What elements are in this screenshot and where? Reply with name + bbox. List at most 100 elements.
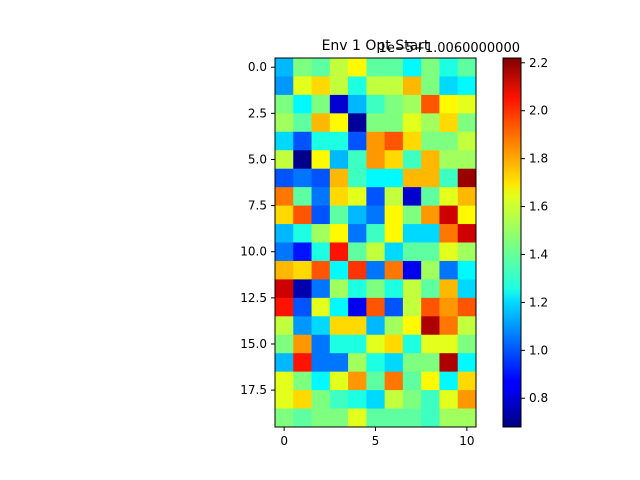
heatmap-cell: [402, 316, 422, 336]
heatmap-cell: [439, 58, 459, 77]
heatmap-cell: [348, 168, 367, 188]
y-tick-label: 7.5: [248, 199, 267, 213]
heatmap-cell: [402, 334, 422, 354]
heatmap-cell: [329, 316, 349, 336]
heatmap-cell: [384, 408, 404, 428]
heatmap-cell: [439, 168, 459, 188]
heatmap-cell: [275, 94, 294, 114]
heatmap-cell: [421, 58, 440, 77]
heatmap-cell: [293, 187, 312, 206]
heatmap-cell: [457, 334, 477, 354]
heatmap-cell: [293, 371, 312, 391]
heatmap-cell: [275, 316, 294, 336]
heatmap-cell: [275, 205, 294, 225]
y-tick-label: 10.0: [240, 245, 267, 259]
heatmap-cell: [366, 58, 386, 77]
heatmap-cell: [457, 113, 477, 133]
heatmap-cell: [421, 279, 440, 299]
heatmap-cell: [311, 390, 331, 409]
heatmap-cell: [366, 390, 386, 409]
heatmap-cell: [402, 242, 422, 262]
heatmap-cell: [366, 260, 386, 280]
heatmap-cell: [457, 76, 477, 96]
heatmap-cell: [384, 353, 404, 373]
heatmap-cell: [293, 58, 312, 77]
heatmap-cell: [348, 408, 367, 428]
heatmap-cell: [457, 187, 477, 206]
y-tick-label: 2.5: [248, 106, 267, 120]
heatmap-cell: [402, 205, 422, 225]
colorbar-tick-label: 2.0: [529, 104, 548, 118]
x-axis-ticks: 0 5 10: [280, 427, 475, 448]
heatmap-cell: [366, 334, 386, 354]
heatmap-cell: [421, 408, 440, 428]
heatmap-cell: [439, 334, 459, 354]
heatmap-cell: [329, 224, 349, 243]
heatmap-cell: [293, 390, 312, 409]
heatmap-cell: [329, 150, 349, 170]
heatmap-cell: [421, 390, 440, 409]
y-tick-label: 17.5: [240, 383, 267, 397]
heatmap-cell: [275, 390, 294, 409]
heatmap-cell: [311, 279, 331, 299]
heatmap-cell: [421, 131, 440, 151]
heatmap-cell: [311, 76, 331, 96]
heatmap-cell: [293, 297, 312, 317]
heatmap-cell: [275, 371, 294, 391]
heatmap-cell: [384, 150, 404, 170]
heatmap-cell: [384, 58, 404, 77]
heatmap-cell: [457, 242, 477, 262]
heatmap-cell: [311, 205, 331, 225]
heatmap-cell: [402, 187, 422, 206]
heatmap-cell: [329, 334, 349, 354]
heatmap-cell: [439, 408, 459, 428]
heatmap-cell: [439, 76, 459, 96]
heatmap-cell: [329, 94, 349, 114]
heatmap-cell: [311, 334, 331, 354]
heatmap-cell: [439, 242, 459, 262]
heatmap-cell: [402, 371, 422, 391]
heatmap-cell: [384, 224, 404, 243]
heatmap-cell: [366, 131, 386, 151]
x-tick-label: 0: [280, 434, 288, 448]
heatmap-cell: [329, 242, 349, 262]
colorbar-tick-label: 1.2: [529, 295, 548, 309]
heatmap-cell: [457, 279, 477, 299]
colorbar-tick-label: 0.8: [529, 391, 548, 405]
colorbar-tick-label: 1.4: [529, 247, 548, 261]
heatmap-cell: [439, 224, 459, 243]
heatmap-cell: [384, 205, 404, 225]
heatmap-cell: [293, 168, 312, 188]
heatmap-cell: [293, 316, 312, 336]
heatmap-cell: [311, 224, 331, 243]
heatmap-cell: [293, 150, 312, 170]
heatmap-cell: [366, 168, 386, 188]
heatmap-cell: [348, 58, 367, 77]
heatmap-cell: [421, 168, 440, 188]
heatmap-cell: [329, 371, 349, 391]
heatmap-cell: [275, 279, 294, 299]
colorbar-tick-label: 1.6: [529, 200, 548, 214]
heatmap-cell: [348, 279, 367, 299]
heatmap-cell: [439, 260, 459, 280]
heatmap-cell: [348, 131, 367, 151]
heatmap-cell: [348, 390, 367, 409]
heatmap-cell: [457, 390, 477, 409]
heatmap-cell: [366, 316, 386, 336]
colorbar-ticks: 0.8 1.0 1.2 1.4 1.6 1.8 2.0 2.2: [521, 56, 548, 405]
y-tick-label: 0.0: [248, 60, 267, 74]
x-tick-label: 10: [459, 434, 474, 448]
heatmap-cell: [457, 353, 477, 373]
heatmap-cell: [421, 94, 440, 114]
heatmap-cell: [366, 224, 386, 243]
heatmap-cell: [439, 113, 459, 133]
heatmap-cell: [275, 334, 294, 354]
heatmap-cell: [348, 187, 367, 206]
heatmap-cell: [348, 224, 367, 243]
heatmap-cell: [275, 131, 294, 151]
heatmap-cell: [293, 205, 312, 225]
heatmap-cell: [366, 187, 386, 206]
heatmap-cell: [421, 242, 440, 262]
heatmap-cell: [329, 187, 349, 206]
heatmap-cell: [311, 353, 331, 373]
